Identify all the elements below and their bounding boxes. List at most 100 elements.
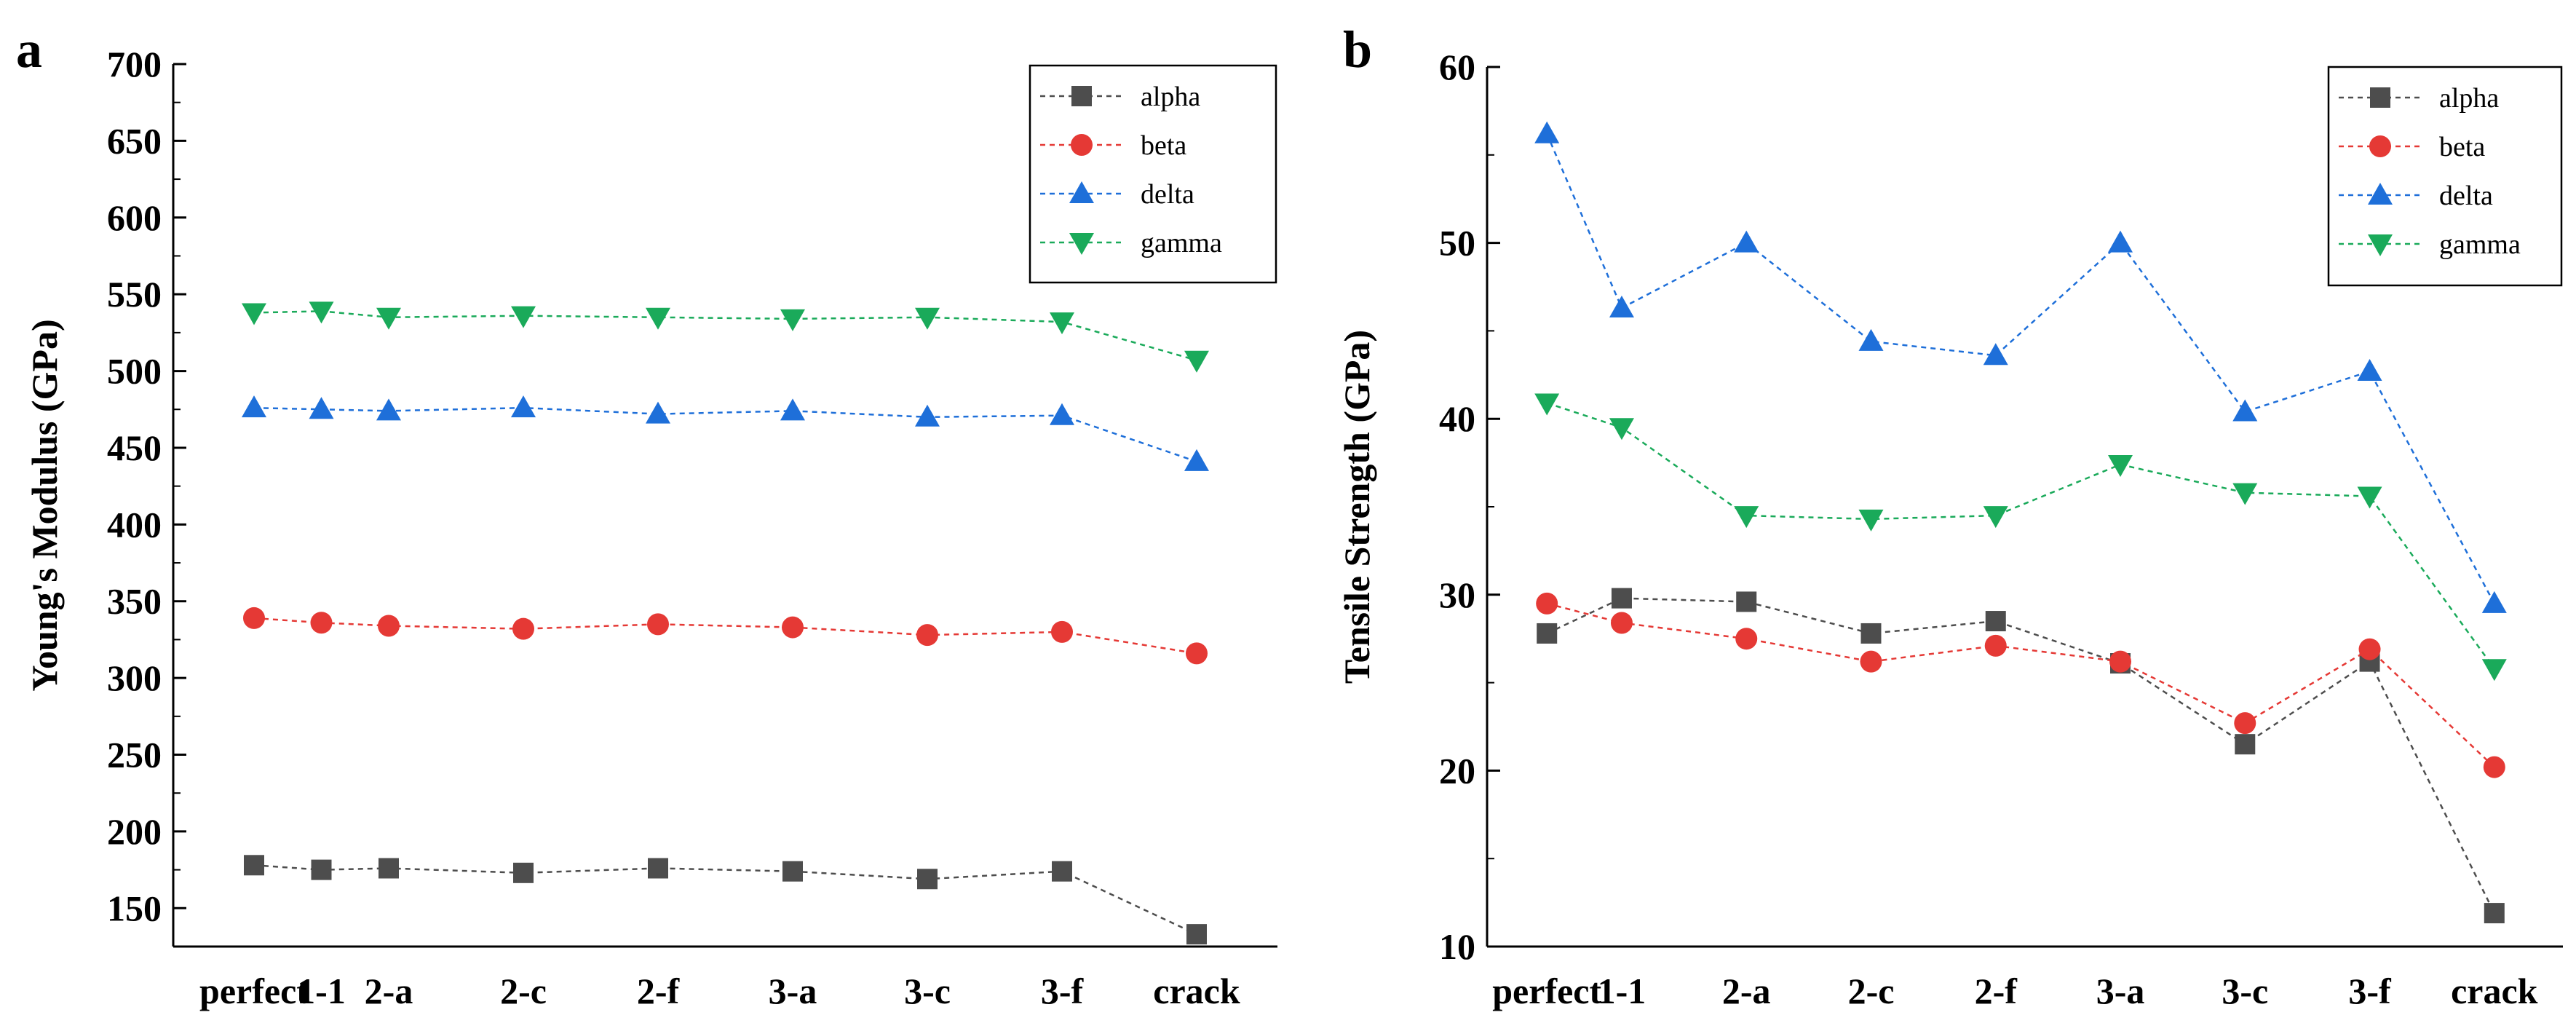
y-tick-label: 600	[107, 197, 162, 238]
data-point-delta	[2357, 358, 2382, 381]
legend-label-alpha: alpha	[1141, 82, 1200, 112]
y-tick-label: 60	[1439, 47, 1475, 87]
data-point-alpha	[2484, 903, 2505, 924]
y-tick-label: 550	[107, 274, 162, 315]
y-tick-label: 150	[107, 888, 162, 928]
data-point-delta	[1184, 449, 1209, 471]
legend-label-alpha: alpha	[2439, 83, 2499, 114]
x-tick-label: 2-a	[1722, 971, 1771, 1011]
y-tick-label: 40	[1439, 398, 1475, 439]
panel-letter: a	[16, 20, 42, 79]
x-tick-label: crack	[2451, 971, 2538, 1011]
series-line-gamma	[1546, 402, 2495, 670]
data-point-beta	[378, 615, 400, 637]
x-tick-label: 1-1	[297, 971, 346, 1011]
x-tick-label: 3-f	[2348, 971, 2392, 1011]
data-point-delta	[780, 398, 805, 421]
data-point-alpha	[379, 858, 399, 879]
data-point-beta	[1735, 628, 1758, 650]
y-tick-label: 30	[1439, 574, 1475, 615]
data-point-gamma	[1734, 506, 1759, 529]
x-tick-label: perfect	[199, 971, 309, 1011]
panel-a: a 150 200 250 300 350 400 450 500 550 600 650 700 per…	[16, 20, 1277, 1011]
data-point-delta	[2481, 590, 2507, 613]
x-tick-label: 3-f	[1041, 971, 1085, 1011]
data-point-delta	[1534, 121, 1560, 143]
legend-label-gamma: gamma	[1141, 228, 1222, 258]
data-point-delta	[646, 401, 670, 424]
series-line-gamma	[253, 310, 1197, 362]
y-tick-label: 350	[107, 581, 162, 622]
x-tick-label: 2-a	[365, 971, 413, 1011]
x-tick-label: perfect	[1492, 971, 1601, 1011]
data-point-delta	[915, 404, 940, 427]
data-point-delta	[1858, 328, 1884, 351]
y-axis-label: Young's Modulus (GPa)	[24, 319, 65, 691]
legend-marker-alpha	[2370, 87, 2390, 108]
data-point-gamma	[2481, 659, 2507, 682]
y-tick-label: 200	[107, 811, 162, 852]
y-tick-label: 700	[107, 44, 162, 84]
legend-label-delta: delta	[2439, 181, 2493, 211]
data-point-beta	[1860, 650, 1882, 673]
data-point-gamma	[2357, 486, 2382, 509]
data-point-beta	[1610, 612, 1633, 634]
x-tick-label: crack	[1153, 971, 1240, 1011]
data-point-alpha	[513, 862, 534, 883]
data-point-alpha	[648, 858, 668, 879]
legend-marker-gamma	[1069, 233, 1094, 255]
data-point-beta	[2109, 650, 2132, 673]
data-point-alpha	[1611, 588, 1632, 609]
data-point-delta	[1050, 403, 1074, 425]
y-axis-label: Tensile Strength (GPa)	[1336, 330, 1377, 684]
data-point-alpha	[2235, 734, 2256, 755]
data-point-beta	[2483, 756, 2505, 778]
series-line-delta	[1546, 133, 2495, 604]
data-point-beta	[243, 607, 265, 629]
data-point-beta	[2234, 712, 2256, 735]
data-point-gamma	[780, 309, 805, 331]
data-point-beta	[782, 616, 804, 639]
data-point-gamma	[1534, 393, 1560, 416]
data-point-gamma	[2108, 455, 2133, 478]
data-point-gamma	[2232, 483, 2258, 505]
data-point-gamma	[1050, 312, 1074, 335]
data-point-gamma	[309, 301, 334, 324]
legend-label-beta: beta	[1141, 130, 1186, 161]
legend-marker-delta	[2368, 183, 2393, 205]
legend-label-beta: beta	[2439, 132, 2485, 162]
data-point-delta	[2108, 230, 2133, 253]
data-point-alpha	[1860, 623, 1882, 644]
x-tick-label: 3-c	[904, 971, 951, 1011]
series-line-alpha	[1546, 597, 2495, 914]
data-point-alpha	[1985, 611, 2006, 632]
y-tick-label: 20	[1439, 750, 1475, 791]
legend-box	[2327, 66, 2563, 287]
data-point-beta	[2358, 638, 2381, 660]
data-point-delta	[1734, 230, 1759, 253]
data-point-gamma	[1858, 509, 1884, 532]
data-point-delta	[511, 395, 536, 418]
y-tick-label: 10	[1439, 926, 1475, 967]
data-point-delta	[2232, 399, 2258, 422]
x-tick-label: 2-c	[500, 971, 547, 1011]
data-point-gamma	[242, 303, 266, 325]
x-tick-label: 3-a	[769, 971, 817, 1011]
y-tick-label: 500	[107, 351, 162, 392]
data-point-gamma	[915, 307, 940, 330]
data-point-gamma	[511, 306, 536, 328]
data-point-alpha	[1186, 924, 1207, 945]
data-point-beta	[916, 624, 938, 647]
legend-marker-alpha	[1071, 86, 1092, 106]
legend-box	[1029, 64, 1277, 284]
data-point-gamma	[1609, 418, 1634, 441]
data-point-delta	[376, 398, 401, 421]
legend-marker-beta	[1071, 134, 1093, 156]
x-tick-label: 2-f	[637, 971, 681, 1011]
data-point-delta	[1983, 343, 2008, 366]
series-line-delta	[253, 406, 1197, 463]
data-point-delta	[1609, 295, 1634, 317]
x-tick-label: 1-1	[1598, 971, 1646, 1011]
x-tick-label: 2-c	[1848, 971, 1895, 1011]
